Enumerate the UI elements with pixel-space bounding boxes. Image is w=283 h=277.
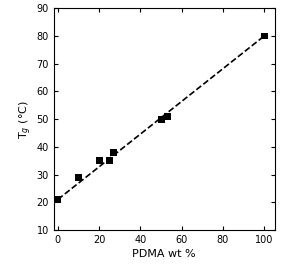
Point xyxy=(97,158,101,163)
Point xyxy=(262,34,267,38)
Point xyxy=(111,150,116,155)
Point xyxy=(56,197,60,202)
Point xyxy=(76,175,81,179)
X-axis label: PDMA wt %: PDMA wt % xyxy=(132,249,196,259)
Point xyxy=(165,114,170,119)
Y-axis label: T$_g$ (°C): T$_g$ (°C) xyxy=(17,100,34,138)
Point xyxy=(107,158,112,163)
Point xyxy=(159,117,163,121)
